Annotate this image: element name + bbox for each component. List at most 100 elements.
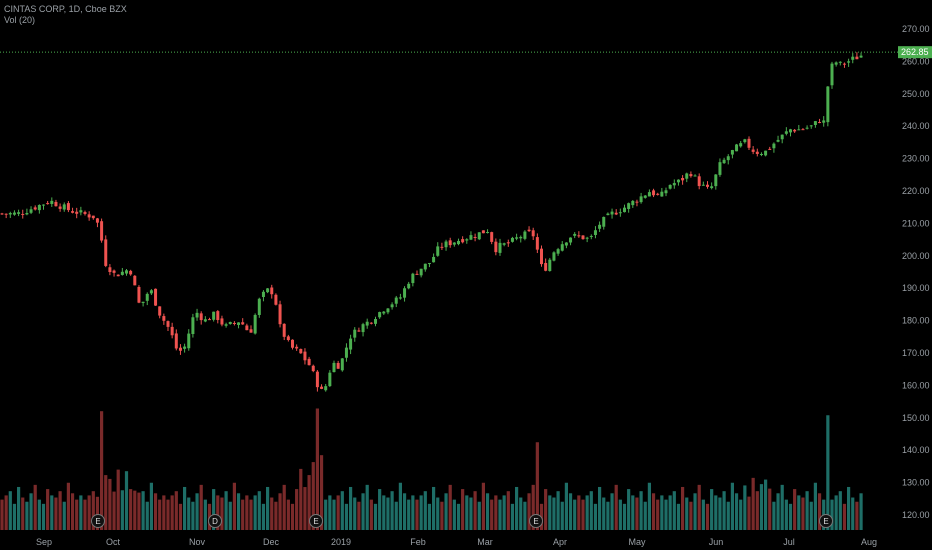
volume-bar <box>851 497 855 530</box>
volume-bar <box>859 493 863 530</box>
volume-bar <box>33 484 37 530</box>
volume-bar <box>286 499 290 530</box>
candle-body <box>697 176 701 187</box>
candle-body <box>232 322 236 324</box>
volume-indicator-title[interactable]: Vol (20) <box>4 15 36 25</box>
time-tick-label: Oct <box>106 537 121 547</box>
earnings-event-marker[interactable]: E <box>309 514 323 528</box>
candle-body <box>29 209 33 213</box>
volume-bar <box>382 495 386 530</box>
candle-body <box>382 311 386 314</box>
candle-body <box>54 201 58 207</box>
volume-bar <box>253 495 257 530</box>
volume-bar <box>183 486 187 530</box>
volume-bar <box>714 495 718 530</box>
volume-bar <box>25 501 29 530</box>
svg-text:E: E <box>823 517 828 526</box>
candle-body <box>95 218 99 223</box>
earnings-event-marker[interactable]: E <box>819 514 833 528</box>
volume-bar <box>174 491 178 530</box>
candle-body <box>133 275 137 286</box>
volume-bar <box>477 501 481 530</box>
price-axis: 270.00 260.00 250.00 240.00 230.00 220.00 210.… <box>902 24 930 520</box>
volume-bar <box>158 499 162 530</box>
candles-layer <box>0 52 863 392</box>
candle-body <box>838 61 842 63</box>
candle-body <box>855 56 859 60</box>
candle-body <box>12 212 16 215</box>
volume-bar <box>390 491 394 530</box>
candle-body <box>618 212 622 214</box>
candle-body <box>112 270 116 273</box>
candle-body <box>656 193 660 195</box>
candle-body <box>652 190 656 196</box>
candle-body <box>174 333 178 349</box>
volume-bar <box>614 484 618 530</box>
candle-body <box>129 270 133 275</box>
volume-bar <box>290 503 295 530</box>
volume-bar <box>224 491 228 530</box>
candle-body <box>21 213 25 215</box>
price-tick-label: 150.00 <box>902 413 930 423</box>
earnings-event-marker[interactable]: D <box>208 514 222 528</box>
symbol-title[interactable]: CINTAS CORP, 1D, Cboe BZX <box>4 4 127 14</box>
volume-bar <box>755 491 759 530</box>
volume-bar <box>386 497 390 530</box>
volume-bar <box>515 486 519 530</box>
volume-bar <box>519 497 523 530</box>
volume-bar <box>21 497 25 530</box>
volume-bar <box>560 501 564 530</box>
candle-body <box>274 294 278 305</box>
volume-bar <box>50 495 54 530</box>
earnings-event-marker[interactable]: E <box>91 514 105 528</box>
volume-bar <box>651 493 656 530</box>
volume-bar <box>452 499 456 530</box>
volume-bar <box>66 482 70 530</box>
candle-body <box>614 212 618 215</box>
candle-body <box>693 175 697 177</box>
volume-bar <box>212 489 216 530</box>
price-tick-label: 250.00 <box>902 89 930 99</box>
candle-body <box>4 213 8 215</box>
candle-body <box>606 213 610 216</box>
volume-bar <box>726 501 730 530</box>
candle-body <box>100 221 104 241</box>
candle-body <box>178 347 182 351</box>
volume-bar <box>432 486 436 530</box>
volume-bar <box>319 455 324 530</box>
volume-bar <box>75 499 79 530</box>
volume-bar <box>178 503 183 530</box>
price-tick-label: 210.00 <box>902 218 930 228</box>
candle-body <box>498 242 502 253</box>
volume-bar <box>324 499 328 530</box>
candle-body <box>62 204 66 210</box>
candle-body <box>25 212 29 215</box>
candle-body <box>610 211 614 215</box>
time-tick-label: Sep <box>36 537 52 547</box>
candle-body <box>353 329 357 338</box>
volume-bar <box>203 499 207 530</box>
price-tick-label: 220.00 <box>902 186 930 196</box>
candle-body <box>336 362 340 369</box>
candle-body <box>635 201 639 203</box>
candle-body <box>718 162 722 175</box>
time-tick-label: Mar <box>477 537 493 547</box>
volume-bar <box>12 503 17 530</box>
candle-body <box>535 237 539 250</box>
volume-bar <box>838 491 842 530</box>
volume-bar <box>485 493 490 530</box>
volume-bar <box>266 486 270 530</box>
volume-bar <box>826 415 830 530</box>
candle-body <box>299 348 303 354</box>
earnings-event-marker[interactable]: E <box>529 514 543 528</box>
candle-body <box>195 312 199 318</box>
candle-body <box>755 151 759 154</box>
volume-bar <box>62 501 66 530</box>
candle-body <box>253 314 257 334</box>
candle-body <box>548 259 552 271</box>
volume-bar <box>261 503 266 530</box>
candle-body <box>154 288 158 306</box>
candle-body <box>851 56 855 60</box>
volume-bar <box>548 495 552 530</box>
